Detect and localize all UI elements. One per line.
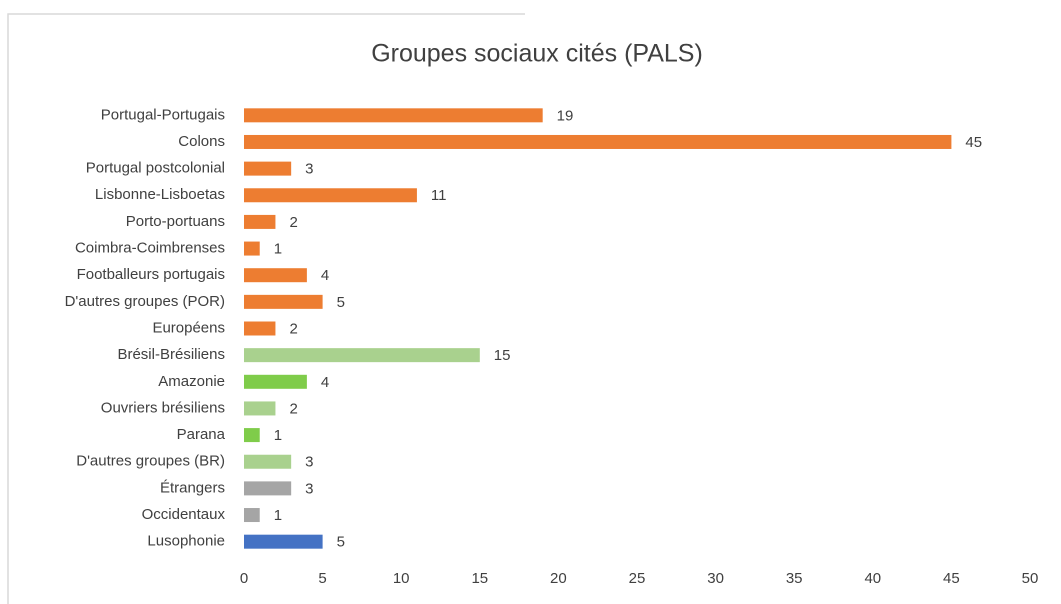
y-tick-label: Parana xyxy=(177,426,226,443)
x-tick-label: 10 xyxy=(393,570,410,587)
data-label: 5 xyxy=(337,534,345,551)
chart-title: Groupes sociaux cités (PALS) xyxy=(371,40,703,68)
bar xyxy=(244,454,292,469)
data-label: 3 xyxy=(305,454,313,471)
data-label: 1 xyxy=(274,507,282,524)
y-tick-label: Lusophonie xyxy=(147,533,225,550)
y-tick-label: Occidentaux xyxy=(142,506,226,523)
bar xyxy=(244,428,260,443)
bar xyxy=(244,348,480,363)
y-tick-label: Colons xyxy=(178,133,225,150)
bar xyxy=(244,374,307,389)
bar xyxy=(244,161,292,176)
data-label: 4 xyxy=(321,267,329,284)
x-tick-label: 40 xyxy=(864,570,881,587)
bar xyxy=(244,268,307,283)
x-tick-label: 5 xyxy=(318,570,326,587)
data-label: 3 xyxy=(305,480,313,497)
y-tick-label: Footballeurs portugais xyxy=(77,266,225,283)
bar xyxy=(244,481,292,496)
bar xyxy=(244,534,323,549)
data-label: 11 xyxy=(431,187,447,204)
data-label: 2 xyxy=(289,320,297,337)
x-tick-label: 25 xyxy=(629,570,646,587)
y-tick-label: Coimbra-Coimbrenses xyxy=(75,240,225,257)
y-tick-label: D'autres groupes (BR) xyxy=(76,453,225,470)
x-tick-label: 0 xyxy=(240,570,248,587)
y-tick-label: Brésil-Brésiliens xyxy=(117,346,225,363)
y-tick-label: Porto-portuans xyxy=(126,213,225,230)
bar xyxy=(244,134,952,149)
data-label: 4 xyxy=(321,374,329,391)
data-label: 5 xyxy=(337,294,345,311)
bar xyxy=(244,294,323,309)
x-tick-label: 45 xyxy=(943,570,960,587)
x-tick-label: 50 xyxy=(1022,570,1039,587)
x-tick-label: 30 xyxy=(707,570,724,587)
y-tick-label: D'autres groupes (POR) xyxy=(65,293,225,310)
data-label: 2 xyxy=(289,214,297,231)
x-tick-label: 35 xyxy=(786,570,803,587)
y-tick-label: Européens xyxy=(152,319,225,336)
y-tick-label: Amazonie xyxy=(158,373,225,390)
y-tick-label: Étrangers xyxy=(160,479,225,496)
bar xyxy=(244,321,276,336)
y-tick-label: Ouvriers brésiliens xyxy=(101,399,225,416)
bar xyxy=(244,188,417,203)
y-tick-label: Portugal postcolonial xyxy=(86,160,225,177)
data-label: 3 xyxy=(305,161,313,178)
bar xyxy=(244,401,276,416)
bar xyxy=(244,508,260,523)
x-tick-label: 20 xyxy=(550,570,567,587)
data-label: 1 xyxy=(274,241,282,258)
bar xyxy=(244,108,543,123)
bar xyxy=(244,241,260,256)
chart-frame xyxy=(7,13,525,604)
bar xyxy=(244,214,276,229)
y-tick-label: Lisbonne-Lisboetas xyxy=(95,186,225,203)
data-label: 45 xyxy=(965,134,982,151)
data-label: 2 xyxy=(289,400,297,417)
x-tick-label: 15 xyxy=(471,570,488,587)
y-tick-label: Portugal-Portugais xyxy=(101,106,225,123)
data-label: 1 xyxy=(274,427,282,444)
data-label: 19 xyxy=(557,107,574,124)
data-label: 15 xyxy=(494,347,511,364)
